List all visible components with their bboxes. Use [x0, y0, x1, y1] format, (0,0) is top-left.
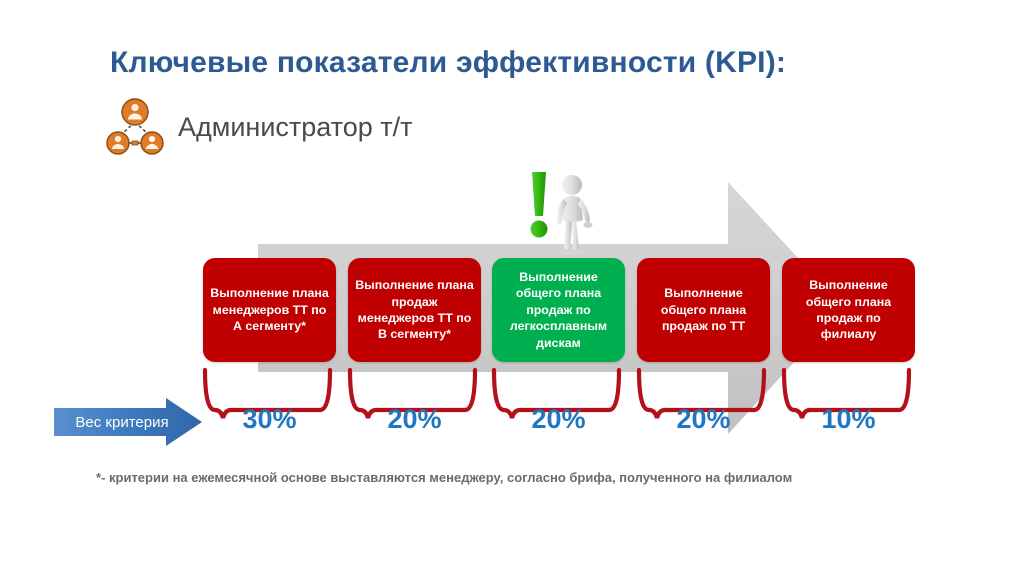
weight-percent-5: 10% — [821, 404, 876, 434]
weight-percent-4: 20% — [676, 404, 731, 434]
weight-percent-row: 30% 20% 20% 20% 10% — [203, 404, 915, 444]
footnote-text: *- критерии на ежемесячной основе выстав… — [96, 470, 793, 485]
role-row: Администратор т/т — [104, 98, 413, 156]
weight-percent-3: 20% — [531, 404, 586, 434]
kpi-box-4[interactable]: Выполнение общего плана продаж по ТТ — [637, 258, 770, 362]
kpi-box-3[interactable]: Выполнение общего плана продаж по легкос… — [492, 258, 625, 362]
kpi-box-5[interactable]: Выполнение общего плана продаж по филиал… — [782, 258, 915, 362]
weight-arrow-label: Вес критерия — [75, 413, 169, 431]
exclamation-figure-icon — [516, 168, 608, 256]
weight-percent-1: 30% — [242, 404, 297, 434]
role-label: Администратор т/т — [178, 111, 413, 142]
kpi-box-row: Выполнение плана менеджеров ТТ по А сегм… — [203, 258, 915, 362]
org-chart-icon — [104, 98, 166, 156]
weight-percent-2: 20% — [387, 404, 442, 434]
right-arrow-icon — [54, 398, 202, 446]
brace-group — [0, 364, 1024, 424]
kpi-box-1[interactable]: Выполнение плана менеджеров ТТ по А сегм… — [203, 258, 336, 362]
page-title: Ключевые показатели эффективности (KPI): — [110, 46, 787, 79]
weight-arrow-banner: Вес критерия — [54, 398, 202, 446]
kpi-box-2[interactable]: Выполнение плана продаж менеджеров ТТ по… — [348, 258, 481, 362]
